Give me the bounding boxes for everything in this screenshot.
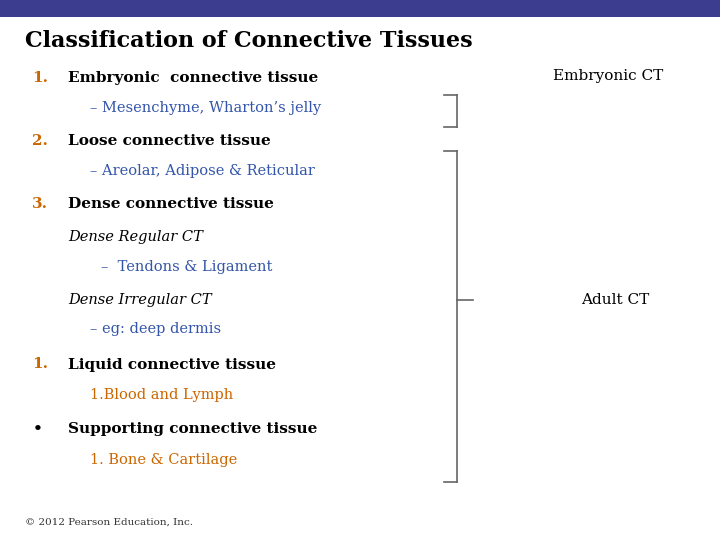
Text: 1.: 1. (32, 357, 48, 372)
Text: –  Tendons & Ligament: – Tendons & Ligament (101, 260, 272, 274)
Text: 1.: 1. (32, 71, 48, 85)
Text: Embryonic CT: Embryonic CT (553, 69, 664, 83)
Text: 1.Blood and Lymph: 1.Blood and Lymph (90, 388, 233, 402)
Text: Loose connective tissue: Loose connective tissue (68, 134, 271, 149)
Text: •: • (32, 422, 42, 436)
Text: 1. Bone & Cartilage: 1. Bone & Cartilage (90, 453, 238, 467)
Text: © 2012 Pearson Education, Inc.: © 2012 Pearson Education, Inc. (25, 517, 193, 526)
Text: – Mesenchyme, Wharton’s jelly: – Mesenchyme, Wharton’s jelly (90, 101, 321, 115)
Text: – eg: deep dermis: – eg: deep dermis (90, 322, 221, 336)
Text: Adult CT: Adult CT (582, 293, 649, 307)
Text: Liquid connective tissue: Liquid connective tissue (68, 357, 276, 372)
Text: Dense Irregular CT: Dense Irregular CT (68, 293, 212, 307)
Text: – Areolar, Adipose & Reticular: – Areolar, Adipose & Reticular (90, 164, 315, 178)
Text: Dense Regular CT: Dense Regular CT (68, 230, 203, 244)
Text: Classification of Connective Tissues: Classification of Connective Tissues (25, 30, 473, 52)
Text: 3.: 3. (32, 197, 48, 211)
Text: Supporting connective tissue: Supporting connective tissue (68, 422, 318, 436)
Text: 2.: 2. (32, 134, 48, 149)
Text: Dense connective tissue: Dense connective tissue (68, 197, 274, 211)
Bar (0, 0, 720, 17)
Text: Embryonic  connective tissue: Embryonic connective tissue (68, 71, 319, 85)
